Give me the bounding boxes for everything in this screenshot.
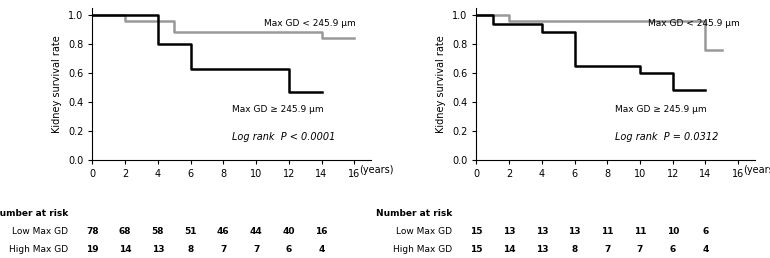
- Text: Number at risk: Number at risk: [0, 209, 68, 218]
- Text: Max GD < 245.9 μm: Max GD < 245.9 μm: [648, 19, 740, 28]
- Text: 46: 46: [217, 227, 229, 236]
- Text: 68: 68: [119, 227, 132, 236]
- Text: 13: 13: [152, 245, 164, 254]
- Text: 15: 15: [470, 245, 483, 254]
- Text: Log rank  P = 0.0312: Log rank P = 0.0312: [615, 132, 719, 142]
- Text: 6: 6: [670, 245, 676, 254]
- Text: 78: 78: [86, 227, 99, 236]
- Text: 7: 7: [220, 245, 226, 254]
- Text: 13: 13: [503, 227, 515, 236]
- Text: Max GD ≥ 245.9 μm: Max GD ≥ 245.9 μm: [615, 105, 707, 114]
- Text: 51: 51: [184, 227, 197, 236]
- Text: Number at risk: Number at risk: [376, 209, 452, 218]
- Text: 15: 15: [470, 227, 483, 236]
- Text: 8: 8: [571, 245, 578, 254]
- Text: 16: 16: [315, 227, 328, 236]
- Text: 44: 44: [249, 227, 263, 236]
- Text: 6: 6: [702, 227, 708, 236]
- Text: 58: 58: [152, 227, 164, 236]
- Text: 4: 4: [702, 245, 708, 254]
- Text: 7: 7: [604, 245, 611, 254]
- Text: 10: 10: [667, 227, 679, 236]
- Text: 11: 11: [634, 227, 646, 236]
- Text: 8: 8: [187, 245, 194, 254]
- Text: 13: 13: [536, 227, 548, 236]
- Y-axis label: Kidney survival rate: Kidney survival rate: [52, 35, 62, 133]
- Text: Max GD ≥ 245.9 μm: Max GD ≥ 245.9 μm: [232, 105, 323, 114]
- Text: 40: 40: [283, 227, 295, 236]
- Text: 11: 11: [601, 227, 614, 236]
- Text: Log rank  P < 0.0001: Log rank P < 0.0001: [232, 132, 335, 142]
- Text: 7: 7: [637, 245, 643, 254]
- Text: (years): (years): [743, 165, 770, 174]
- Text: 13: 13: [568, 227, 581, 236]
- Text: Low Max GD: Low Max GD: [396, 227, 452, 236]
- Y-axis label: Kidney survival rate: Kidney survival rate: [437, 35, 447, 133]
- Text: Max GD < 245.9 μm: Max GD < 245.9 μm: [264, 19, 356, 28]
- Text: Low Max GD: Low Max GD: [12, 227, 68, 236]
- Text: High Max GD: High Max GD: [8, 245, 68, 254]
- Text: 13: 13: [536, 245, 548, 254]
- Text: High Max GD: High Max GD: [393, 245, 452, 254]
- Text: 14: 14: [503, 245, 515, 254]
- Text: 4: 4: [318, 245, 325, 254]
- Text: 7: 7: [253, 245, 259, 254]
- Text: 6: 6: [286, 245, 292, 254]
- Text: (years): (years): [359, 165, 393, 174]
- Text: 14: 14: [119, 245, 132, 254]
- Text: 19: 19: [86, 245, 99, 254]
